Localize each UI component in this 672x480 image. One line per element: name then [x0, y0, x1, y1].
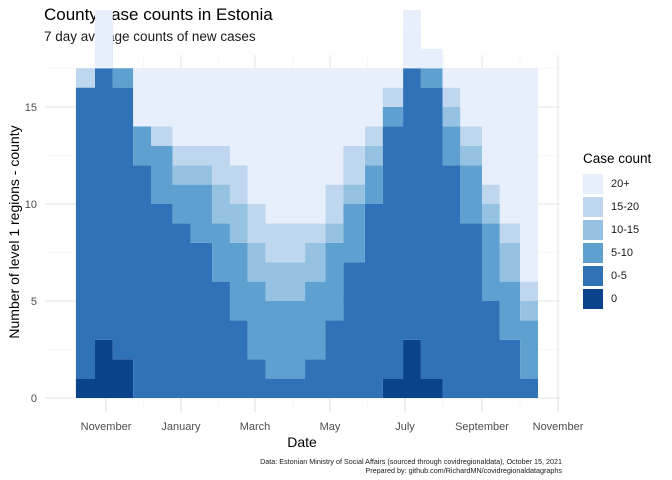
series-area-20- — [75, 10, 538, 301]
legend-item: 15-20 — [583, 195, 651, 218]
x-tick-label: May — [320, 421, 341, 433]
legend-title: Case count — [583, 151, 652, 166]
y-tick-label: 15 — [25, 102, 37, 114]
legend-item: 0-5 — [583, 264, 651, 287]
legend-swatch — [583, 173, 603, 194]
x-tick-label: March — [240, 421, 271, 433]
legend-items: 20+ 15-20 10-15 5-10 0-5 0 — [583, 172, 651, 310]
x-tick-label: January — [161, 421, 201, 433]
caption-credit: Prepared by: github.com/RichardMN/covidr… — [365, 466, 562, 475]
legend: Case count 20+ 15-20 10-15 5-10 0-5 0 — [583, 151, 651, 310]
legend-item: 10-15 — [583, 218, 651, 241]
y-tick-label: 5 — [31, 296, 37, 308]
x-tick-label: November — [81, 421, 132, 433]
series-area-5-10 — [75, 48, 538, 379]
x-axis-title: Date — [287, 434, 317, 450]
series-area-0 — [75, 339, 538, 398]
legend-item: 0 — [583, 287, 651, 310]
legend-item: 20+ — [583, 172, 651, 195]
legend-swatch — [583, 265, 603, 286]
legend-label: 5-10 — [611, 246, 634, 259]
series-area-0-5 — [75, 68, 538, 398]
legend-swatch — [583, 288, 603, 309]
y-tick-label: 0 — [31, 393, 37, 405]
y-tick-label: 10 — [25, 199, 37, 211]
legend-label: 0 — [611, 292, 618, 305]
legend-item: 5-10 — [583, 241, 651, 264]
x-tick-label: July — [395, 421, 415, 433]
legend-label: 20+ — [611, 177, 630, 190]
legend-label: 10-15 — [611, 223, 640, 236]
legend-label: 15-20 — [611, 200, 640, 213]
legend-swatch — [583, 219, 603, 240]
legend-swatch — [583, 242, 603, 263]
y-axis-title: Number of level 1 regions - county — [6, 125, 22, 338]
x-tick-label: November — [533, 421, 584, 433]
series-area-10-15 — [75, 29, 538, 321]
legend-label: 0-5 — [611, 269, 627, 282]
x-tick-label: September — [455, 421, 509, 433]
legend-swatch — [583, 196, 603, 217]
caption-source: Data: Estonian Ministry of Social Affair… — [260, 457, 562, 466]
